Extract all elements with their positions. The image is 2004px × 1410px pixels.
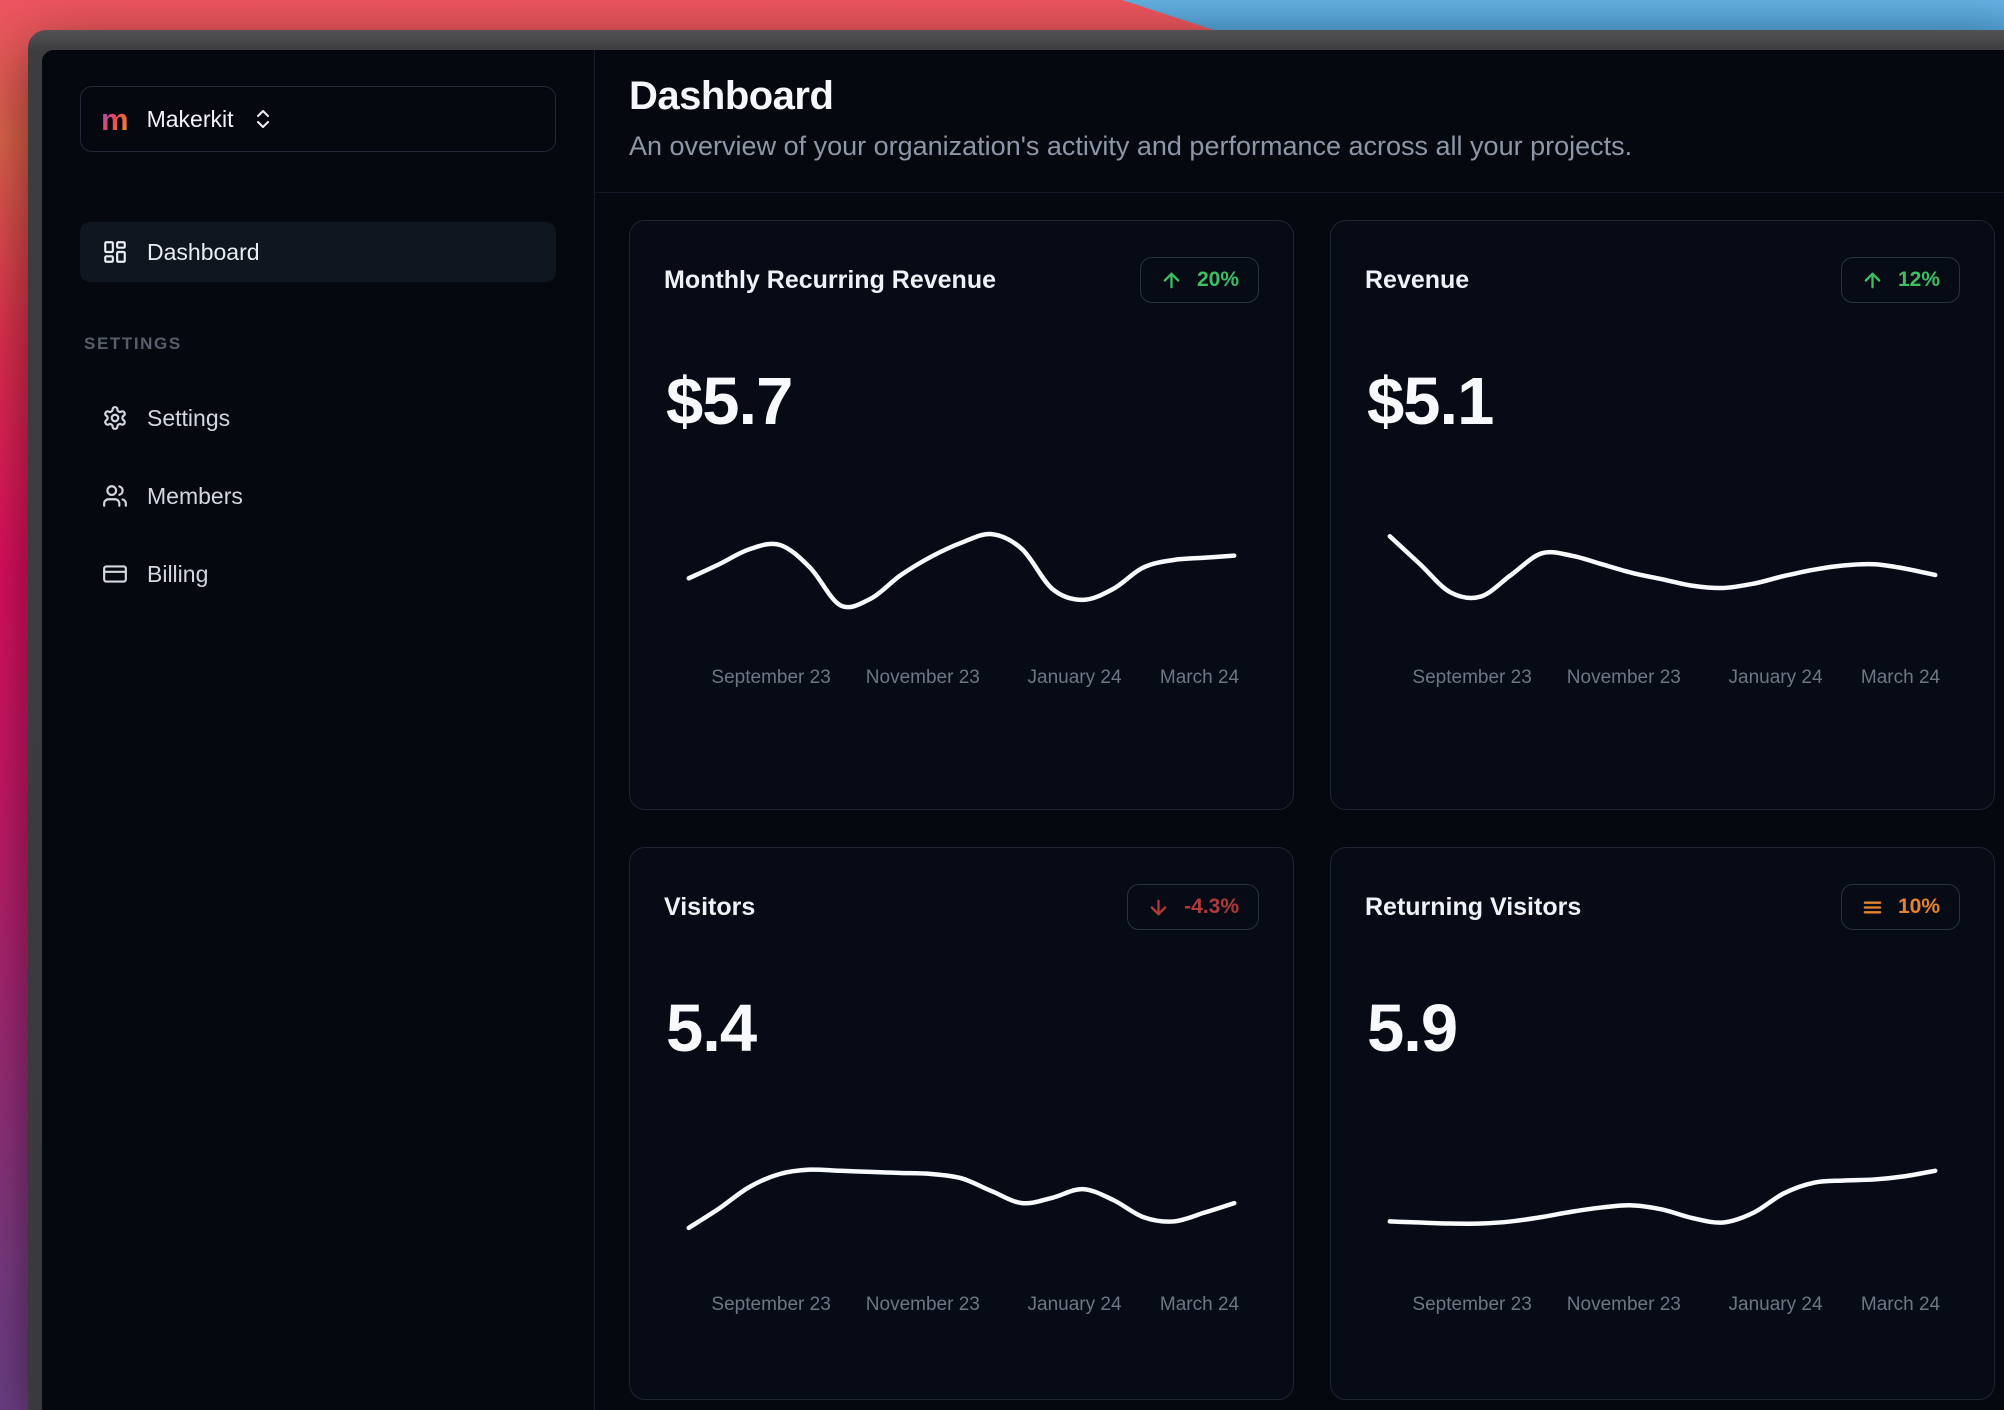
trend-badge: -4.3% — [1127, 884, 1259, 930]
x-axis-label: September 23 — [1412, 667, 1532, 688]
page-header: Dashboard An overview of your organizati… — [595, 50, 2004, 193]
x-axis-label: November 23 — [865, 1294, 980, 1315]
card-title: Returning Visitors — [1365, 892, 1582, 921]
x-axis-label: January 24 — [1027, 667, 1122, 688]
card-title: Monthly Recurring Revenue — [664, 265, 996, 294]
x-axis-label: November 23 — [1566, 667, 1681, 688]
card-title: Visitors — [664, 892, 756, 921]
x-axis-label: November 23 — [865, 667, 980, 688]
menu-icon — [1863, 901, 1882, 913]
metric-card-monthly-recurring-revenue: Monthly Recurring Revenue 20% $5.7 Sept — [629, 220, 1294, 810]
card-header: Visitors -4.3% — [664, 884, 1259, 930]
metric-card-returning-visitors: Returning Visitors 10% 5.9 September 23 — [1330, 847, 1995, 1400]
sidebar-item-members[interactable]: Members — [80, 466, 556, 526]
sparkline-path — [1390, 1171, 1935, 1224]
workspace-name: Makerkit — [146, 105, 234, 132]
sidebar-nav: Dashboard SETTINGS Settings — [42, 152, 594, 604]
card-header: Monthly Recurring Revenue 20% — [664, 257, 1259, 303]
metric-card-visitors: Visitors -4.3% 5.4 September 23 — [629, 847, 1294, 1400]
x-axis-label: September 23 — [1412, 1294, 1532, 1315]
trend-badge: 10% — [1840, 884, 1960, 930]
card-header: Revenue 12% — [1365, 257, 1960, 303]
sidebar-item-dashboard[interactable]: Dashboard — [80, 222, 556, 282]
x-axis-label: November 23 — [1566, 1294, 1681, 1315]
sparkline-svg — [664, 1111, 1259, 1286]
cards-grid: Monthly Recurring Revenue 20% $5.7 Sept — [629, 220, 2004, 1400]
x-axis-label: March 24 — [1860, 667, 1941, 688]
x-axis-label: January 24 — [1027, 1294, 1122, 1315]
x-axis-label: March 24 — [1159, 1294, 1240, 1315]
trend-value: 10% — [1897, 895, 1940, 918]
sidebar-item-label: Settings — [147, 404, 231, 431]
chevrons-up-down-icon — [257, 110, 270, 128]
sparkline-path — [1390, 536, 1935, 598]
sidebar-item-label: Members — [147, 482, 243, 509]
sidebar-item-settings[interactable]: Settings — [80, 388, 556, 448]
metric-value: 5.4 — [666, 991, 757, 1066]
x-axis-label: March 24 — [1159, 667, 1240, 688]
card-header: Returning Visitors 10% — [1365, 884, 1960, 930]
arrow-down-icon — [1150, 899, 1167, 915]
credit-card-icon — [103, 565, 127, 583]
sidebar-item-billing[interactable]: Billing — [80, 544, 556, 604]
x-axis-labels: September 23 November 23 January 24 Marc… — [664, 1294, 1259, 1320]
main-content: Dashboard An overview of your organizati… — [595, 50, 2004, 1410]
app-content: m Makerkit Dashboard SETTINGS — [42, 50, 2004, 1410]
users-icon — [103, 485, 127, 507]
page-title: Dashboard — [629, 74, 834, 118]
sparkline-chart: September 23 November 23 January 24 Marc… — [1365, 484, 1960, 693]
sidebar-item-label: Dashboard — [147, 238, 260, 265]
x-axis-label: January 24 — [1728, 667, 1823, 688]
metric-card-revenue: Revenue 12% $5.1 September 23 N — [1330, 220, 1995, 810]
card-title: Revenue — [1365, 265, 1470, 294]
sidebar-item-label: Billing — [147, 560, 209, 587]
sparkline-path — [689, 534, 1234, 607]
sidebar-section-settings: SETTINGS — [84, 334, 182, 353]
trend-value: 20% — [1196, 268, 1239, 291]
sparkline-svg — [1365, 484, 1960, 659]
x-axis-label: September 23 — [711, 667, 831, 688]
makerkit-logo: m — [101, 101, 129, 137]
metric-value: 5.9 — [1367, 991, 1458, 1066]
sparkline-chart: September 23 November 23 January 24 Marc… — [664, 1111, 1259, 1320]
sparkline-chart: September 23 November 23 January 24 Marc… — [664, 484, 1259, 693]
x-axis-labels: September 23 November 23 January 24 Marc… — [664, 667, 1259, 693]
app-window: m Makerkit Dashboard SETTINGS — [28, 30, 2004, 1410]
trend-value: -4.3% — [1184, 895, 1239, 918]
trend-badge: 20% — [1139, 257, 1259, 303]
x-axis-label: March 24 — [1860, 1294, 1941, 1315]
gear-icon — [104, 406, 126, 430]
arrow-up-icon — [1163, 272, 1180, 288]
sparkline-svg — [1365, 1111, 1960, 1286]
workspace-selector[interactable]: m Makerkit — [80, 86, 556, 152]
sparkline-path — [689, 1170, 1234, 1228]
metric-value: $5.7 — [666, 364, 793, 439]
sidebar-settings-group: Settings Members — [80, 388, 556, 604]
x-axis-labels: September 23 November 23 January 24 Marc… — [1365, 1294, 1960, 1320]
sparkline-svg — [664, 484, 1259, 659]
trend-value: 12% — [1897, 268, 1940, 291]
layout-dashboard-icon — [104, 241, 126, 263]
x-axis-label: September 23 — [711, 1294, 831, 1315]
arrow-up-icon — [1864, 272, 1881, 288]
sidebar: m Makerkit Dashboard SETTINGS — [42, 50, 595, 1410]
page-subtitle: An overview of your organization's activ… — [629, 131, 1633, 161]
metric-value: $5.1 — [1367, 364, 1494, 439]
x-axis-label: January 24 — [1728, 1294, 1823, 1315]
sparkline-chart: September 23 November 23 January 24 Marc… — [1365, 1111, 1960, 1320]
trend-badge: 12% — [1840, 257, 1960, 303]
x-axis-labels: September 23 November 23 January 24 Marc… — [1365, 667, 1960, 693]
